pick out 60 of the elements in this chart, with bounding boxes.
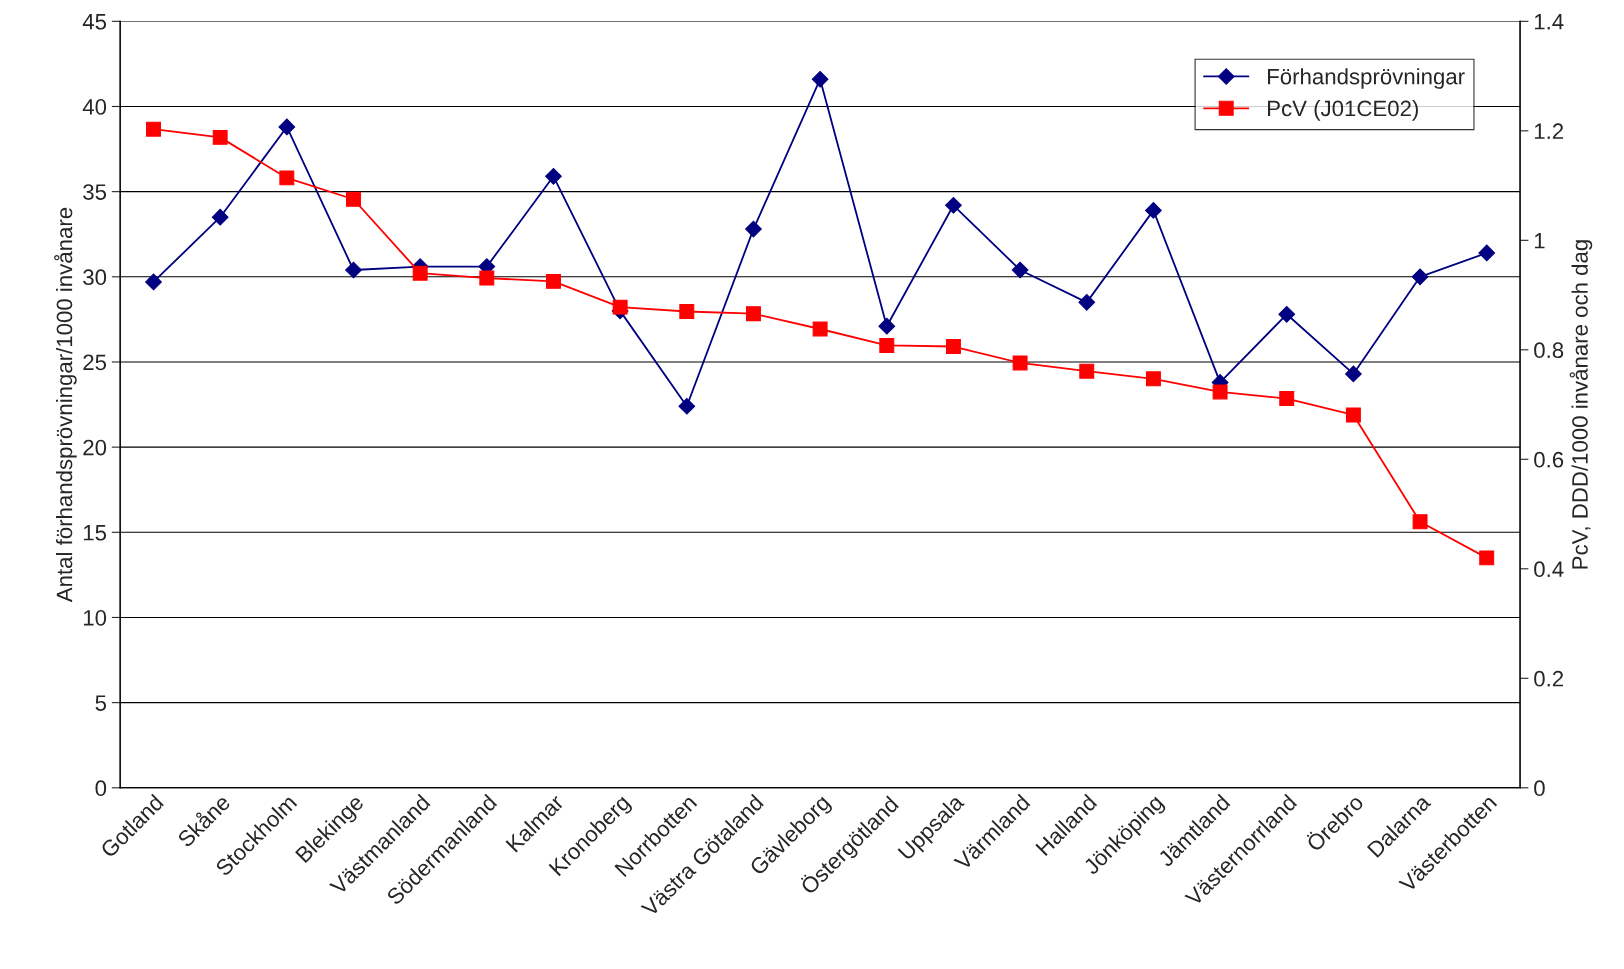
point	[1079, 363, 1095, 379]
point	[1145, 371, 1161, 387]
point	[1345, 407, 1361, 423]
point	[1279, 391, 1295, 406]
point	[479, 270, 495, 286]
point	[346, 191, 361, 207]
point	[745, 306, 761, 322]
point	[1479, 550, 1495, 566]
point	[812, 321, 828, 337]
y2-tick-label: 0.6	[1534, 451, 1564, 468]
point	[1212, 384, 1228, 400]
y-axis-title: Antal förhandsprövningar/1000 invånare	[54, 207, 77, 603]
point	[1411, 268, 1429, 286]
y-tick-label: 40	[82, 99, 107, 115]
point	[279, 170, 295, 186]
point	[811, 70, 829, 88]
y2-tick-label: 0.4	[1534, 561, 1564, 578]
point	[546, 273, 561, 289]
point	[679, 304, 695, 319]
y-tick-label: 5	[95, 695, 107, 711]
point	[545, 167, 562, 185]
point	[945, 196, 962, 214]
y2-tick-label: 0.2	[1534, 670, 1564, 687]
legend-label: Förhandsprövningar	[1268, 68, 1465, 89]
point	[412, 265, 428, 281]
y-tick-label: 25	[83, 354, 107, 371]
y-tick-label: 30	[83, 269, 107, 286]
point	[278, 118, 296, 136]
point	[878, 317, 896, 335]
y-tick-label: 35	[83, 184, 107, 200]
point	[1345, 365, 1362, 383]
point	[1478, 244, 1496, 262]
y-tick-label: 0	[95, 780, 107, 797]
y2-tick-label: 1	[1534, 233, 1545, 249]
y2-tick-label: 1.4	[1534, 14, 1564, 30]
point	[1012, 355, 1028, 371]
y-tick-label: 15	[83, 525, 107, 541]
point	[1078, 293, 1096, 311]
point	[146, 121, 161, 137]
y2-tick-label: 1.2	[1534, 123, 1564, 139]
point	[211, 208, 229, 226]
y-tick-label: 10	[83, 610, 107, 626]
point	[1278, 305, 1296, 323]
legend-label: PcV (J01CE02)	[1268, 99, 1418, 121]
y2-tick-label: 0.8	[1534, 342, 1564, 359]
point	[879, 337, 895, 353]
point	[145, 273, 162, 291]
y2-tick-label: 0	[1534, 780, 1545, 797]
point	[678, 397, 696, 415]
point	[1011, 261, 1029, 279]
point	[612, 299, 628, 315]
y2-axis-title: PcV, DDD/1000 invånare och dag	[1569, 240, 1593, 569]
y-tick-label: 20	[83, 439, 107, 456]
point	[345, 261, 362, 279]
point	[945, 339, 961, 354]
y-tick-label: 45	[82, 14, 107, 30]
point	[745, 220, 762, 238]
point	[1412, 514, 1428, 530]
point	[1145, 202, 1162, 219]
point	[212, 129, 228, 145]
